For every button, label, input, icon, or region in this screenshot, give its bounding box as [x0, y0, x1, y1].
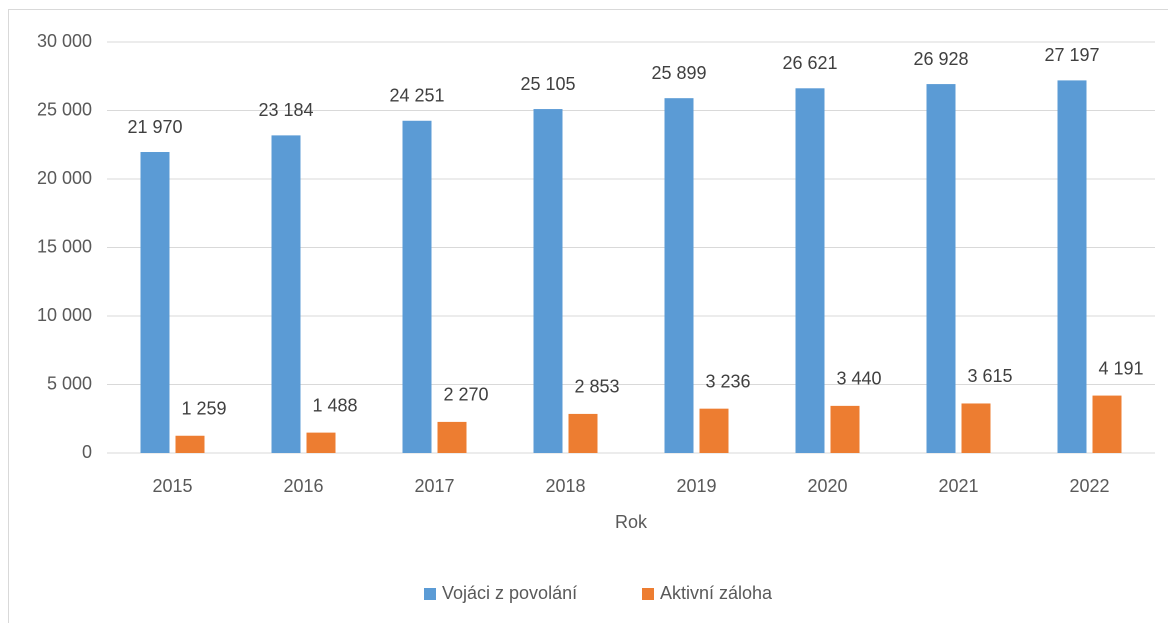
x-tick-label: 2019	[676, 476, 716, 496]
x-tick-label: 2022	[1069, 476, 1109, 496]
legend-label: Vojáci z povolání	[442, 583, 577, 603]
y-tick-label: 10 000	[37, 305, 92, 325]
bar	[533, 109, 563, 454]
value-label: 23 184	[258, 100, 313, 120]
x-tick-label: 2016	[283, 476, 323, 496]
x-tick-label: 2015	[152, 476, 192, 496]
legend-swatch	[424, 588, 436, 600]
y-tick-label: 25 000	[37, 99, 92, 119]
value-label: 26 928	[913, 49, 968, 69]
bar	[306, 432, 336, 453]
bar	[664, 98, 694, 453]
value-label: 4 191	[1098, 358, 1143, 378]
x-tick-label: 2021	[938, 476, 978, 496]
bar	[175, 435, 205, 453]
chart-frame	[8, 9, 1168, 623]
bar	[961, 403, 991, 453]
y-tick-label: 15 000	[37, 236, 92, 256]
value-label: 25 899	[651, 63, 706, 83]
bar	[699, 408, 729, 453]
value-label: 3 615	[967, 366, 1012, 386]
value-label: 27 197	[1044, 45, 1099, 65]
y-tick-label: 20 000	[37, 168, 92, 188]
bar	[402, 120, 432, 454]
value-label: 3 440	[836, 369, 881, 389]
bar	[1057, 80, 1087, 454]
legend-label: Aktivní záloha	[660, 583, 773, 603]
y-tick-label: 0	[82, 442, 92, 462]
y-tick-label: 30 000	[37, 31, 92, 51]
value-label: 21 970	[127, 117, 182, 137]
x-tick-label: 2020	[807, 476, 847, 496]
value-label: 2 270	[443, 385, 488, 405]
value-label: 1 488	[312, 395, 357, 415]
value-label: 26 621	[782, 53, 837, 73]
bar	[1092, 395, 1122, 453]
x-axis-label: Rok	[615, 512, 648, 532]
bar	[140, 152, 170, 454]
bar	[830, 405, 860, 453]
y-tick-label: 5 000	[47, 373, 92, 393]
bar	[271, 135, 301, 453]
value-label: 3 236	[705, 371, 750, 391]
value-label: 2 853	[574, 377, 619, 397]
x-tick-label: 2017	[414, 476, 454, 496]
value-label: 24 251	[389, 86, 444, 106]
value-label: 25 105	[520, 74, 575, 94]
x-tick-label: 2018	[545, 476, 585, 496]
bar	[437, 421, 467, 453]
bar	[926, 84, 956, 454]
bar	[568, 413, 598, 453]
legend-swatch	[642, 588, 654, 600]
value-label: 1 259	[181, 399, 226, 419]
bar	[795, 88, 825, 453]
